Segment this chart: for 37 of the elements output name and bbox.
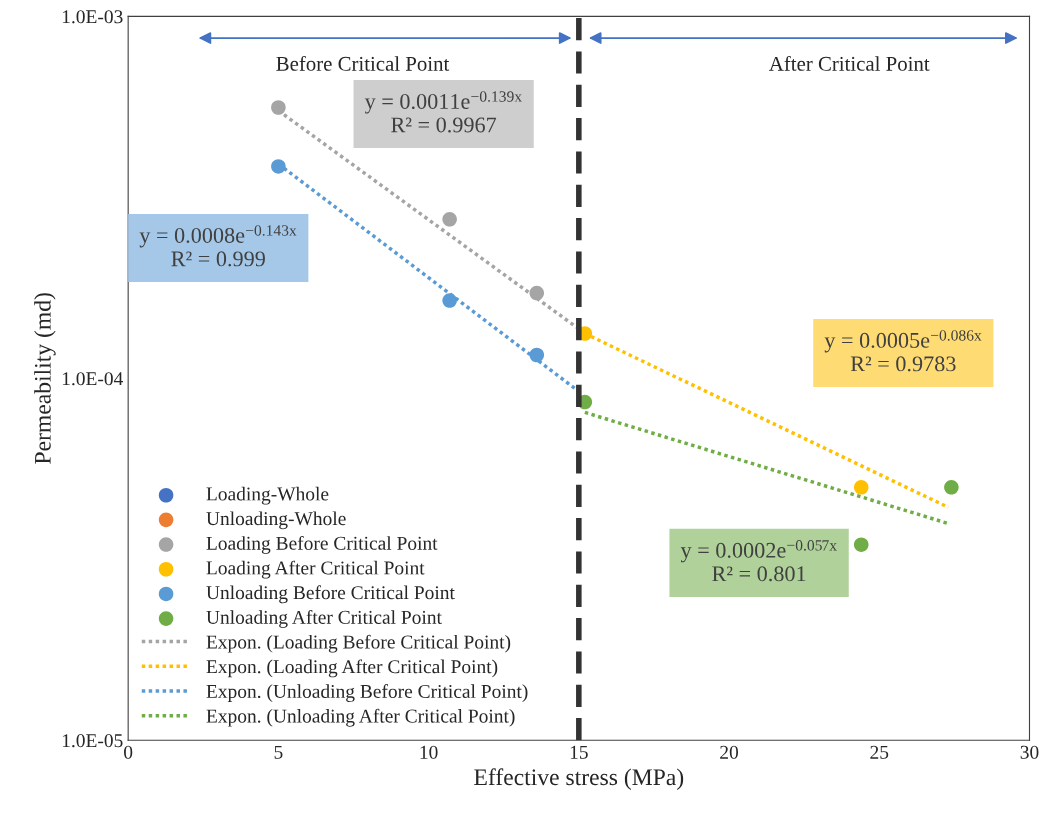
y-tick-label: 1.0E-03	[62, 10, 123, 24]
x-tick-label: 20	[720, 745, 739, 759]
annotation: y = 0.0005e$^{−0.086x}$ R² = 0.9783	[824, 330, 982, 372]
annotation: y = 0.0002e$^{−0.057x}$ R² = 0.801	[680, 540, 837, 582]
legend-label: Loading After Critical Point	[206, 560, 425, 579]
point	[529, 347, 545, 363]
x-tick-label: 25	[870, 745, 889, 759]
annotation: y = 0.0011e$^{−0.139x}$ R² = 0.9967	[364, 91, 522, 133]
point	[442, 293, 457, 308]
y-tick-label: 1.0E-05	[62, 734, 123, 748]
x-tick-label: 30	[1020, 745, 1039, 759]
point	[442, 212, 457, 227]
legend-label: Unloading-Whole	[206, 511, 346, 530]
legend-label: Expon. (Loading After Critical Point)	[206, 659, 498, 678]
annotation: Before Critical Point	[276, 55, 450, 71]
point	[271, 159, 286, 174]
point	[529, 285, 545, 301]
annotation: After Critical Point	[769, 55, 930, 71]
y-axis-title: Permeability (md)	[34, 293, 56, 464]
legend-label: Unloading After Critical Point	[206, 610, 442, 628]
x-tick-label: 15	[570, 745, 588, 759]
point	[853, 537, 869, 552]
point	[944, 480, 959, 495]
legend-label: Expon. (Unloading Before Critical Point)	[206, 684, 528, 702]
x-tick-label: 10	[420, 745, 438, 759]
legend-label: Loading-Whole	[206, 486, 329, 505]
x-tick-label: 5	[274, 745, 283, 759]
legend-label: Loading Before Critical Point	[206, 535, 438, 554]
x-axis-title: Effective stress (MPa)	[474, 768, 684, 790]
point	[853, 480, 869, 495]
legend-label: Expon. (Unloading After Critical Point)	[206, 708, 515, 727]
y-tick-label: 1.0E-04	[62, 372, 123, 386]
legend-label: Unloading Before Critical Point	[206, 585, 455, 604]
legend-label: Expon. (Loading Before Critical Point)	[206, 634, 511, 653]
point	[271, 100, 286, 115]
x-tick-label: 0	[124, 745, 133, 759]
annotation: y = 0.0008e$^{−0.143x}$ R² = 0.999	[139, 225, 297, 267]
